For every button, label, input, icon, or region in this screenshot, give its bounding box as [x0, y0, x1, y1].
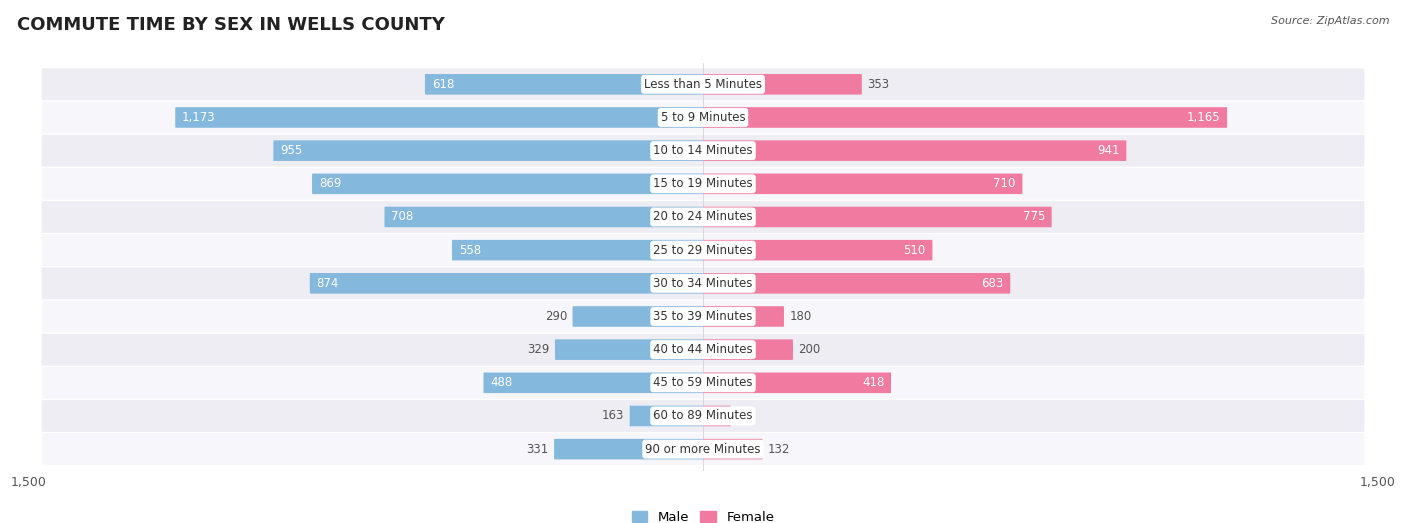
Text: 45 to 59 Minutes: 45 to 59 Minutes: [654, 377, 752, 389]
Text: 30 to 34 Minutes: 30 to 34 Minutes: [654, 277, 752, 290]
Text: 1,173: 1,173: [181, 111, 215, 124]
Legend: Male, Female: Male, Female: [626, 505, 780, 523]
Text: 1,165: 1,165: [1187, 111, 1220, 124]
Text: 15 to 19 Minutes: 15 to 19 Minutes: [654, 177, 752, 190]
FancyBboxPatch shape: [630, 406, 703, 426]
Text: 329: 329: [527, 343, 550, 356]
FancyBboxPatch shape: [312, 174, 703, 194]
Text: 163: 163: [602, 410, 624, 423]
FancyBboxPatch shape: [42, 334, 1364, 366]
Text: Source: ZipAtlas.com: Source: ZipAtlas.com: [1271, 16, 1389, 26]
FancyBboxPatch shape: [703, 240, 932, 260]
FancyBboxPatch shape: [42, 433, 1364, 465]
Text: 775: 775: [1022, 210, 1045, 223]
FancyBboxPatch shape: [42, 367, 1364, 399]
FancyBboxPatch shape: [703, 339, 793, 360]
Text: 955: 955: [280, 144, 302, 157]
Text: 40 to 44 Minutes: 40 to 44 Minutes: [654, 343, 752, 356]
FancyBboxPatch shape: [176, 107, 703, 128]
Text: 25 to 29 Minutes: 25 to 29 Minutes: [654, 244, 752, 257]
Text: 710: 710: [993, 177, 1015, 190]
Text: 90 or more Minutes: 90 or more Minutes: [645, 442, 761, 456]
Text: 200: 200: [799, 343, 821, 356]
Text: 62: 62: [737, 410, 751, 423]
Text: 941: 941: [1097, 144, 1119, 157]
Text: 869: 869: [319, 177, 342, 190]
Text: 618: 618: [432, 78, 454, 91]
FancyBboxPatch shape: [42, 267, 1364, 299]
FancyBboxPatch shape: [42, 234, 1364, 266]
Text: 132: 132: [768, 442, 790, 456]
Text: COMMUTE TIME BY SEX IN WELLS COUNTY: COMMUTE TIME BY SEX IN WELLS COUNTY: [17, 16, 444, 33]
FancyBboxPatch shape: [42, 301, 1364, 333]
FancyBboxPatch shape: [42, 400, 1364, 432]
Text: 510: 510: [904, 244, 925, 257]
FancyBboxPatch shape: [42, 168, 1364, 200]
Text: 20 to 24 Minutes: 20 to 24 Minutes: [654, 210, 752, 223]
Text: 488: 488: [491, 377, 512, 389]
FancyBboxPatch shape: [703, 174, 1022, 194]
Text: 353: 353: [868, 78, 890, 91]
Text: 874: 874: [316, 277, 339, 290]
Text: 331: 331: [526, 442, 548, 456]
Text: 558: 558: [458, 244, 481, 257]
Text: 60 to 89 Minutes: 60 to 89 Minutes: [654, 410, 752, 423]
FancyBboxPatch shape: [42, 101, 1364, 133]
Text: 35 to 39 Minutes: 35 to 39 Minutes: [654, 310, 752, 323]
FancyBboxPatch shape: [42, 135, 1364, 166]
FancyBboxPatch shape: [703, 306, 785, 327]
Text: 290: 290: [544, 310, 567, 323]
Text: Less than 5 Minutes: Less than 5 Minutes: [644, 78, 762, 91]
FancyBboxPatch shape: [273, 140, 703, 161]
FancyBboxPatch shape: [703, 406, 731, 426]
FancyBboxPatch shape: [555, 339, 703, 360]
FancyBboxPatch shape: [703, 207, 1052, 228]
FancyBboxPatch shape: [451, 240, 703, 260]
Text: 708: 708: [391, 210, 413, 223]
FancyBboxPatch shape: [703, 372, 891, 393]
FancyBboxPatch shape: [572, 306, 703, 327]
FancyBboxPatch shape: [703, 107, 1227, 128]
FancyBboxPatch shape: [554, 439, 703, 459]
Text: 10 to 14 Minutes: 10 to 14 Minutes: [654, 144, 752, 157]
FancyBboxPatch shape: [703, 140, 1126, 161]
FancyBboxPatch shape: [703, 74, 862, 95]
FancyBboxPatch shape: [484, 372, 703, 393]
FancyBboxPatch shape: [425, 74, 703, 95]
FancyBboxPatch shape: [309, 273, 703, 293]
Text: 180: 180: [789, 310, 811, 323]
FancyBboxPatch shape: [42, 69, 1364, 100]
FancyBboxPatch shape: [42, 201, 1364, 233]
FancyBboxPatch shape: [703, 273, 1011, 293]
FancyBboxPatch shape: [384, 207, 703, 228]
Text: 418: 418: [862, 377, 884, 389]
Text: 5 to 9 Minutes: 5 to 9 Minutes: [661, 111, 745, 124]
Text: 683: 683: [981, 277, 1004, 290]
FancyBboxPatch shape: [703, 439, 762, 459]
